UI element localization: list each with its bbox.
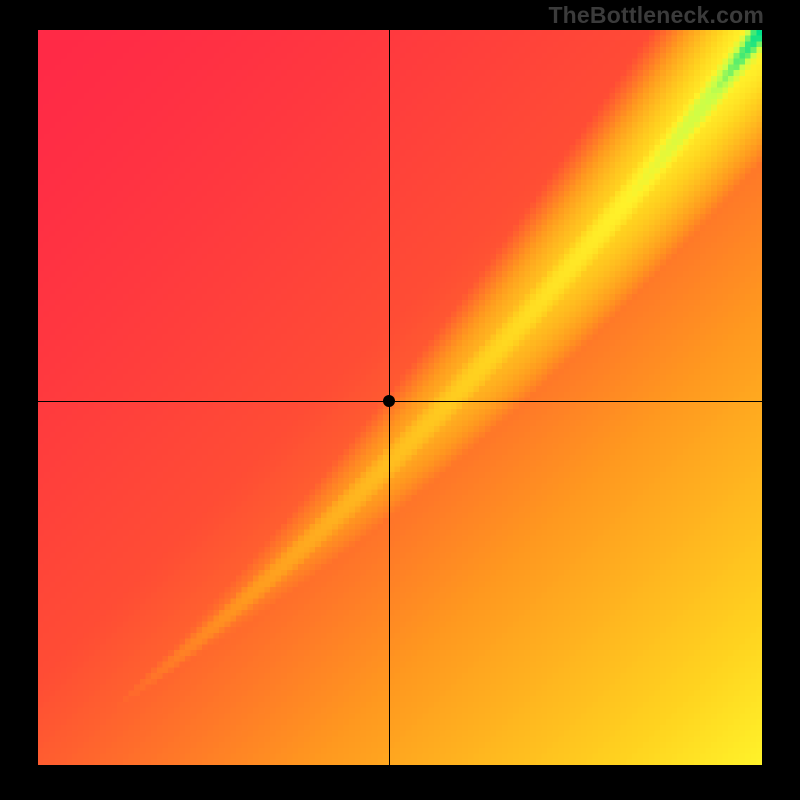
bottleneck-heatmap [38, 30, 762, 765]
chart-root: TheBottleneck.com [0, 0, 800, 800]
crosshair-horizontal [38, 401, 762, 402]
watermark-label: TheBottleneck.com [548, 2, 764, 29]
